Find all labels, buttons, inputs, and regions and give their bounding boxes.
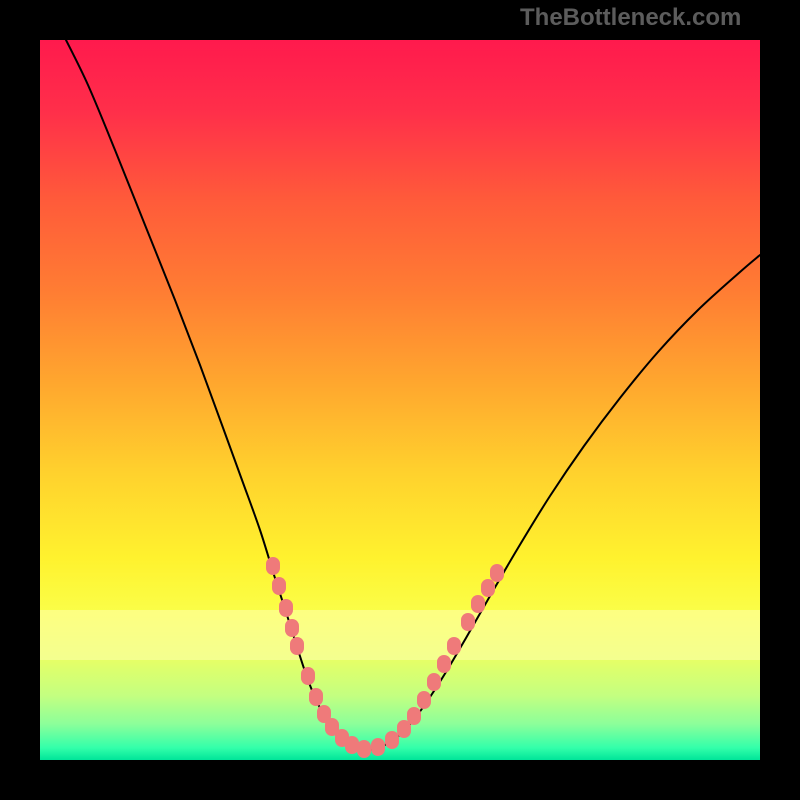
dot-marker xyxy=(417,691,431,709)
dot-marker xyxy=(481,579,495,597)
dot-marker xyxy=(371,738,385,756)
dot-marker xyxy=(345,736,359,754)
dot-marker xyxy=(301,667,315,685)
dot-marker xyxy=(407,707,421,725)
dot-marker xyxy=(471,595,485,613)
dot-marker xyxy=(279,599,293,617)
dot-marker xyxy=(357,740,371,758)
dot-marker xyxy=(266,557,280,575)
dot-marker xyxy=(290,637,304,655)
dot-marker xyxy=(385,731,399,749)
chart-container: TheBottleneck.com xyxy=(0,0,800,800)
dot-marker xyxy=(427,673,441,691)
dot-marker xyxy=(490,564,504,582)
bottleneck-chart xyxy=(0,0,800,800)
highlight-band xyxy=(40,610,760,660)
dot-marker xyxy=(285,619,299,637)
dot-marker xyxy=(437,655,451,673)
dot-marker xyxy=(309,688,323,706)
dot-marker xyxy=(447,637,461,655)
dot-marker xyxy=(272,577,286,595)
watermark-text: TheBottleneck.com xyxy=(520,4,741,32)
dot-marker xyxy=(461,613,475,631)
